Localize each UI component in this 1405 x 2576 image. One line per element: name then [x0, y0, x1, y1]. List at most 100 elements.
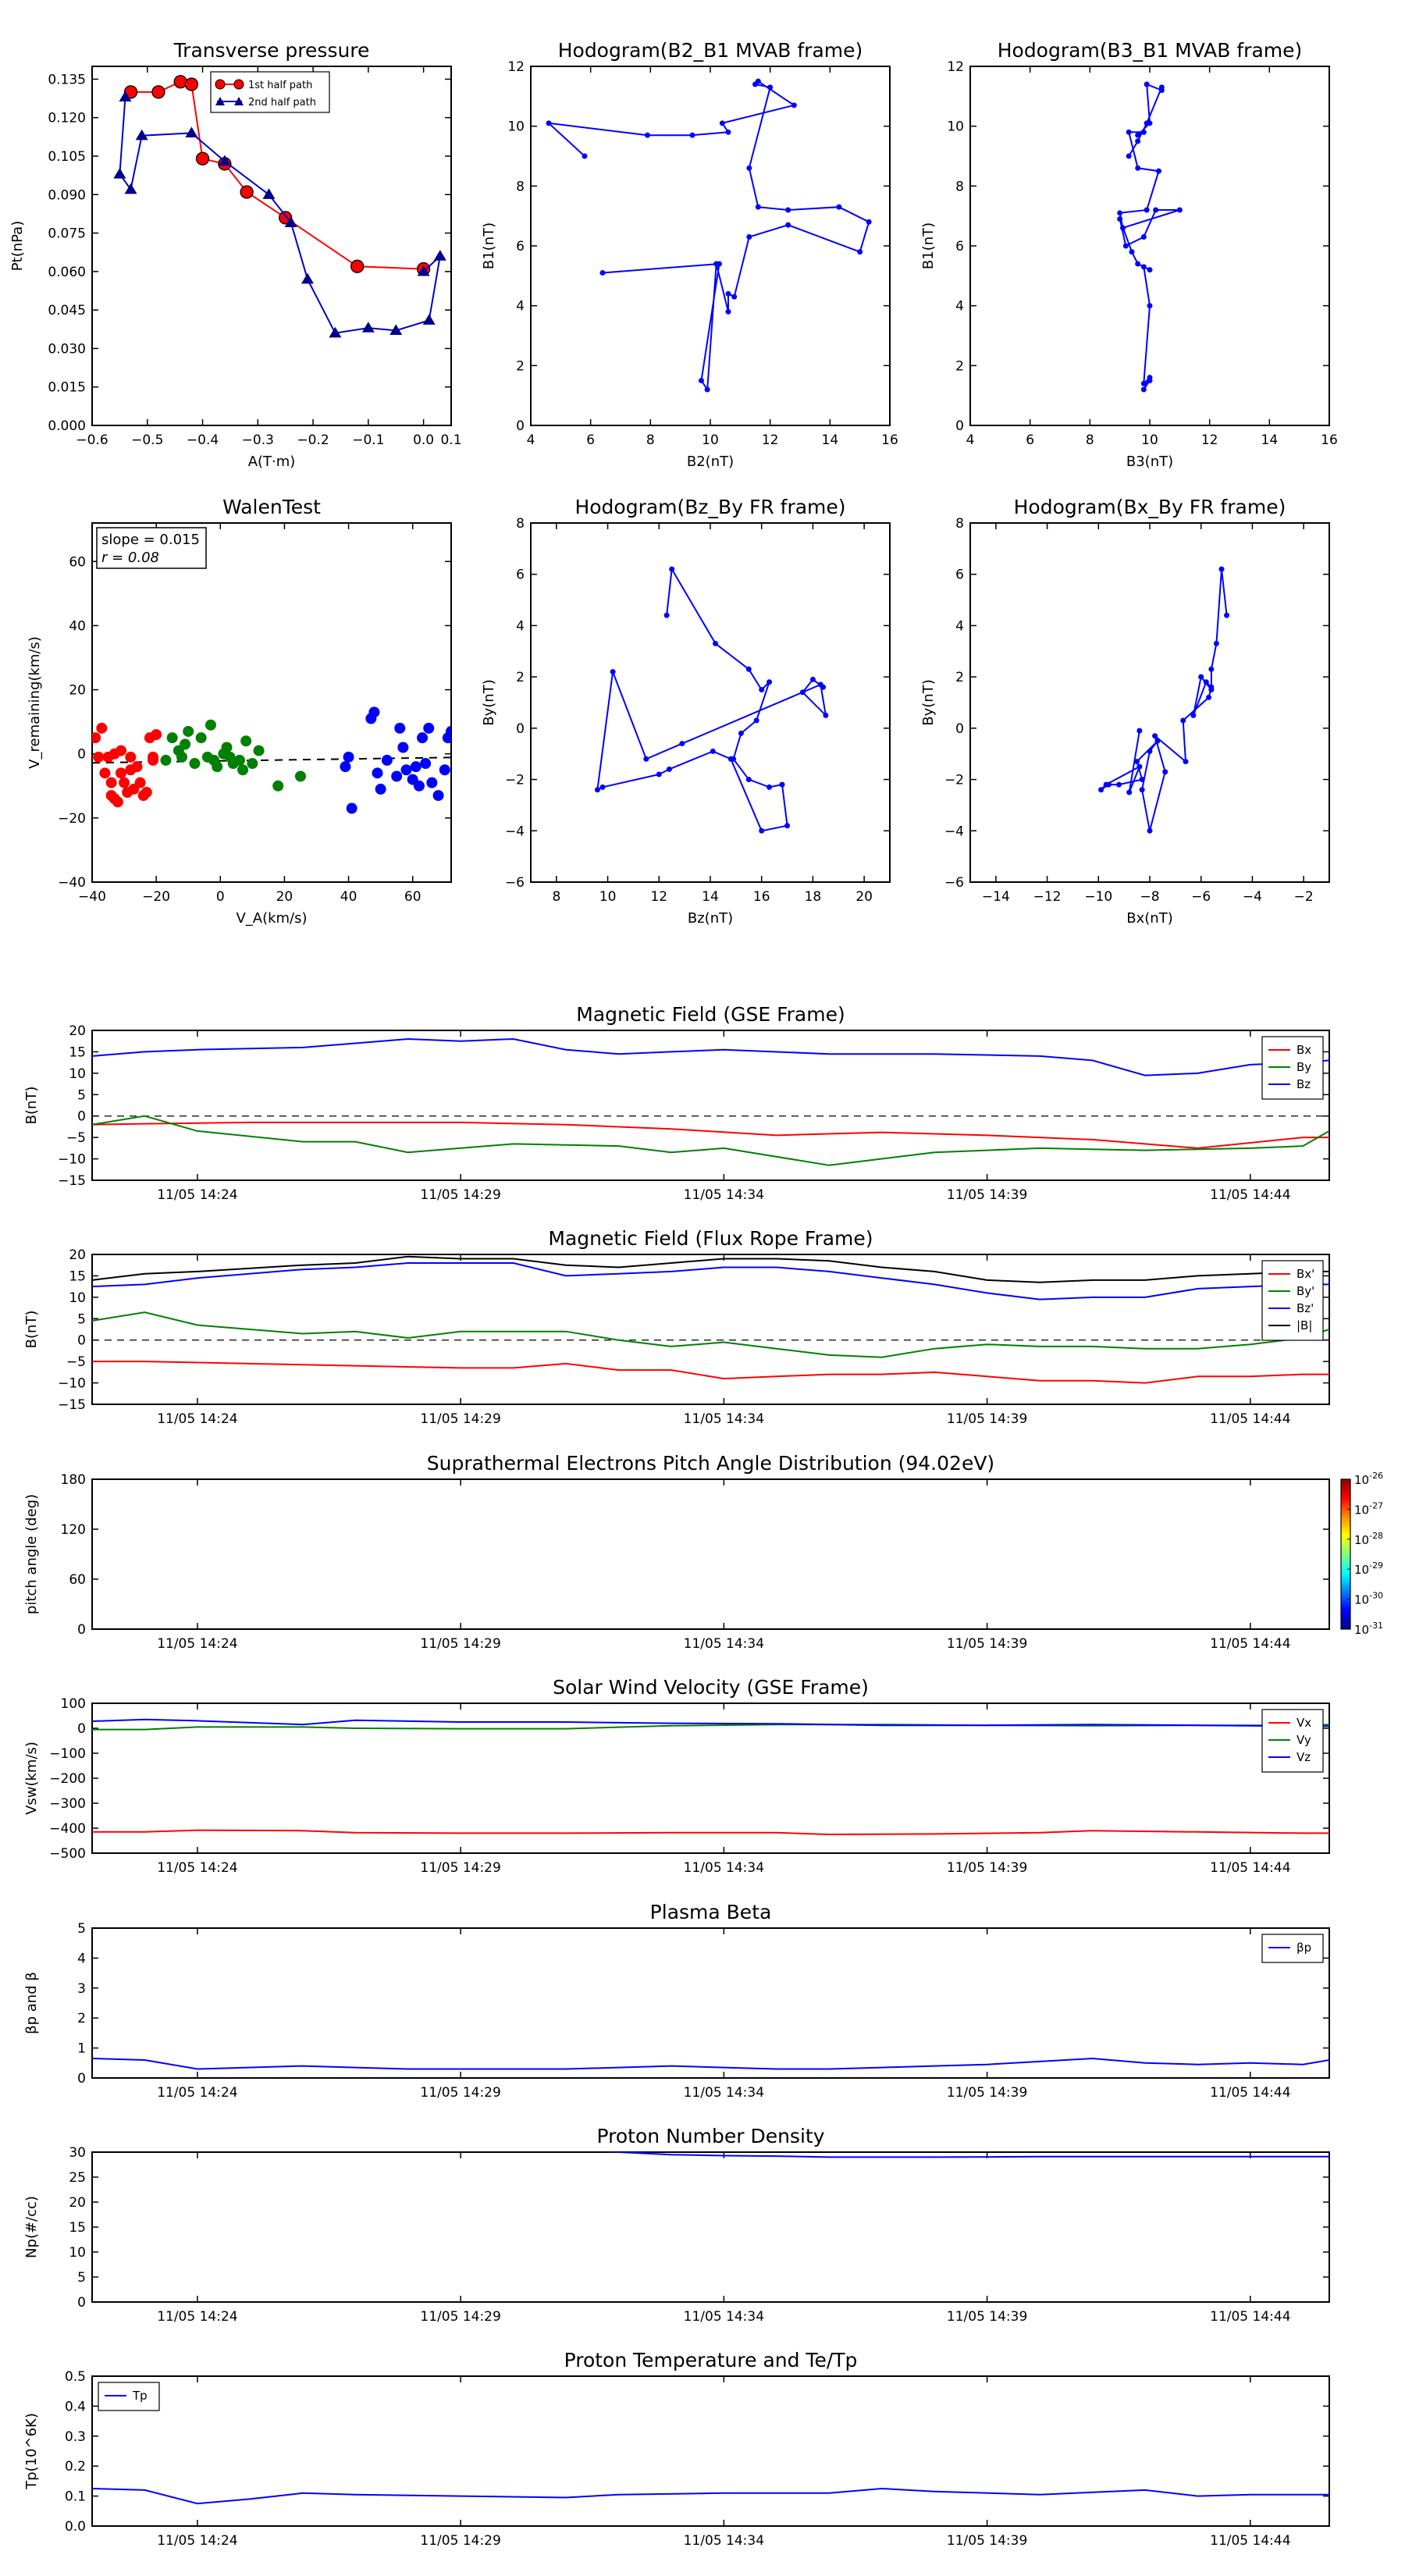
time-tick-label: 11/05 14:34: [684, 1187, 764, 1203]
time-tick-label: 11/05 14:34: [684, 1636, 764, 1652]
time-tick-label: 11/05 14:24: [157, 1187, 237, 1203]
walen-ylabel: V_remaining(km/s): [27, 636, 43, 769]
data-point: [594, 787, 600, 793]
data-point: [669, 566, 675, 572]
xtick-label: 14: [702, 889, 719, 905]
ytick-label: 10: [69, 2245, 86, 2261]
xtick-label: 14: [1261, 432, 1279, 448]
data-point: [719, 120, 725, 126]
ytick-label: 0.120: [48, 111, 86, 126]
time-tick-label: 11/05 14:29: [420, 1411, 500, 1427]
hod1-xlabel: B2(nT): [687, 454, 734, 470]
ytick-label: 10: [947, 119, 964, 135]
legend-label-Vx: Vx: [1297, 1716, 1311, 1730]
data-point: [329, 326, 342, 338]
ytick-label: −20: [58, 811, 86, 827]
xtick-label: 8: [552, 889, 560, 905]
data-point: [1208, 684, 1215, 690]
xtick-label: 16: [881, 432, 898, 448]
data-point: [301, 272, 314, 284]
legend-label-βp: βp: [1297, 1941, 1311, 1955]
time-tick-label: 11/05 14:29: [420, 1187, 500, 1203]
data-point: [599, 270, 606, 276]
data-point: [599, 784, 606, 790]
xtick-label: 14: [822, 432, 839, 448]
series-|B|-line: [92, 1255, 1329, 1283]
data-point: [1183, 759, 1189, 765]
data-point: [1158, 87, 1165, 94]
ytick-label: 0.075: [48, 226, 86, 242]
ytick-label: 10: [507, 119, 525, 135]
ytick-label: 5: [77, 2270, 86, 2286]
xtick-label: −8: [1140, 889, 1159, 905]
data-point: [446, 725, 451, 737]
legend-label-Bz': Bz': [1297, 1301, 1314, 1315]
data-point: [119, 777, 130, 788]
xtick-label: −12: [1033, 889, 1062, 905]
data-point: [746, 234, 752, 240]
xtick-label: −14: [982, 889, 1010, 905]
data-point: [1117, 216, 1123, 222]
beta-panel: 0 1 2 3 4 5 11/05 14:24 11/05 14:29 11/05 14:34 1…: [23, 1901, 1330, 2101]
time-tick-label: 11/05 14:44: [1210, 2309, 1290, 2325]
ytick-label: 0.060: [48, 265, 86, 280]
data-point: [272, 780, 284, 792]
data-point: [663, 612, 670, 618]
data-point: [725, 308, 731, 315]
data-point: [823, 712, 829, 718]
ytick-label: 10: [69, 1066, 86, 1082]
xtick-label: 8: [1086, 432, 1094, 448]
data-point: [1140, 234, 1147, 240]
xtick-label: −2: [1294, 889, 1314, 905]
xtick-label: 4: [966, 432, 975, 448]
data-point: [148, 751, 159, 763]
hod2-ylabel: B1(nT): [920, 222, 937, 269]
xtick-label: −4: [1243, 889, 1262, 905]
ytick-label: 8: [516, 179, 525, 194]
tp-ylabel: Pt(nPa): [9, 221, 26, 271]
time-tick-label: 11/05 14:24: [157, 2085, 237, 2101]
data-point: [1147, 378, 1153, 383]
data-point: [1116, 781, 1122, 788]
pad-frame: [91, 1478, 1330, 1630]
data-point: [1136, 728, 1143, 734]
ytick-label: 20: [69, 1247, 86, 1263]
data-point: [125, 751, 137, 763]
legend-label-2nd-half: 2nd half path: [248, 97, 316, 109]
data-point: [1135, 165, 1141, 171]
data-point: [350, 259, 365, 273]
data-point: [731, 294, 738, 300]
ytick-label: 6: [955, 239, 964, 254]
data-point: [1098, 787, 1104, 793]
ytick-label: 15: [69, 1268, 86, 1284]
data-point: [753, 717, 759, 724]
series-Tp-line: [92, 2487, 1329, 2505]
tp_temp-title: Proton Temperature and Te/Tp: [564, 2349, 858, 2371]
data-point: [247, 758, 258, 770]
time-tick-label: 11/05 14:39: [947, 1636, 1027, 1652]
ytick-label: 20: [69, 1023, 86, 1039]
data-point: [1176, 207, 1183, 213]
np-panel: 0 5 10 15 20 25 30 11/05 14:24 11/05 14:29 11/05 …: [23, 2125, 1330, 2325]
colorbar: [1340, 1478, 1351, 1630]
xtick-label: 16: [1321, 432, 1338, 448]
data-point: [645, 132, 650, 138]
data-point: [546, 120, 552, 126]
ytick-label: 120: [61, 1522, 86, 1538]
xtick-label: −0.4: [187, 432, 219, 448]
tp_temp-ylabel: Tp(10^6K): [23, 2413, 40, 2490]
data-point: [785, 207, 791, 213]
time-tick-label: 11/05 14:44: [1210, 1411, 1290, 1427]
ytick-label: 0: [77, 747, 86, 763]
data-point: [759, 687, 765, 693]
series-βp-line: [92, 2057, 1329, 2070]
xtick-label: −0.2: [297, 432, 329, 448]
data-point: [262, 188, 276, 199]
data-point: [738, 730, 744, 736]
data-point: [389, 324, 403, 336]
ytick-label: 0.5: [65, 2369, 86, 2385]
data-point: [1153, 207, 1159, 213]
pad-title: Suprathermal Electrons Pitch Angle Distr…: [427, 1452, 994, 1475]
hod4-xlabel: Bx(nT): [1126, 910, 1172, 927]
data-point: [340, 761, 351, 773]
